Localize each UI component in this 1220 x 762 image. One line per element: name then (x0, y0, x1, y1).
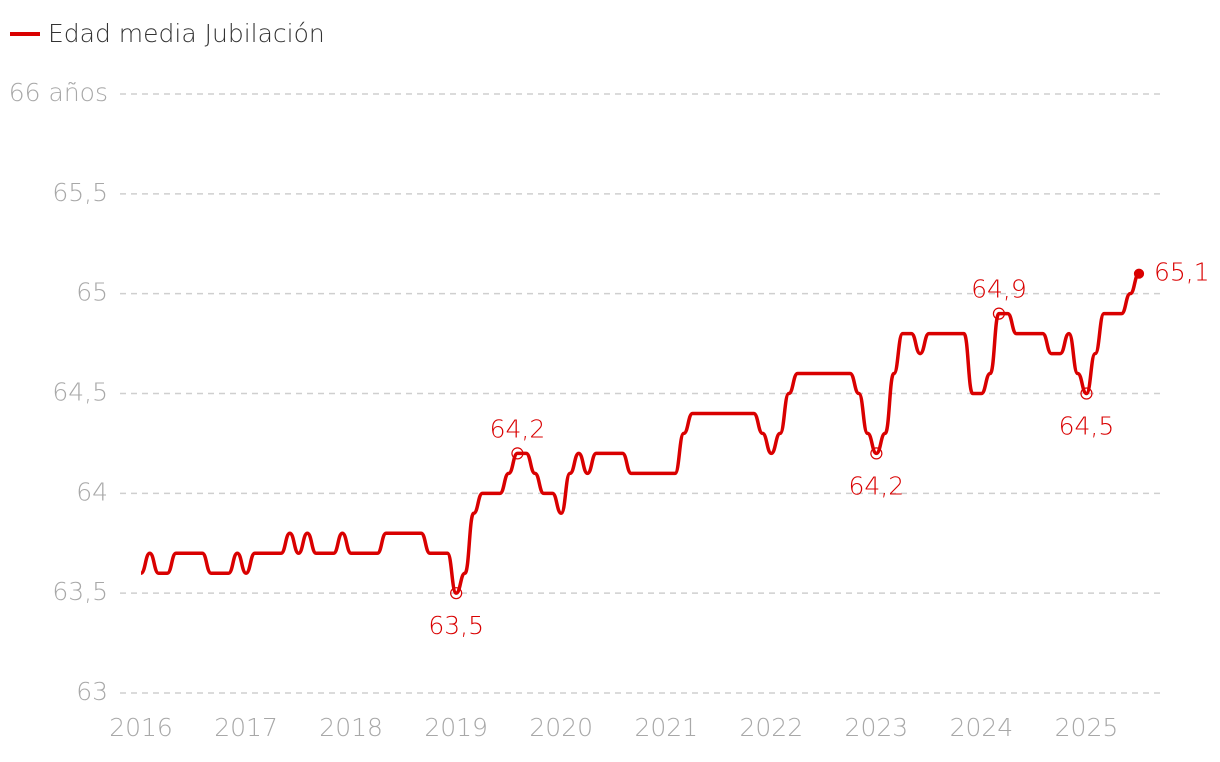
x-tick-label: 2020 (529, 713, 593, 742)
x-tick-label: 2017 (214, 713, 278, 742)
line (140, 271, 1140, 595)
x-tick-label: 2019 (424, 713, 488, 742)
x-tick-label: 2022 (740, 713, 804, 742)
value-label: 64,2 (849, 471, 905, 500)
y-tick-label: 65,5 (52, 178, 108, 207)
value-label: 64,9 (971, 275, 1027, 304)
annotated-point (870, 447, 883, 460)
x-tick-label: 2018 (319, 713, 383, 742)
annotated-point (1080, 387, 1093, 400)
y-tick-label: 64 (76, 477, 108, 506)
y-tick-label: 63,5 (52, 577, 108, 606)
annotated-point (992, 307, 1006, 320)
end-point (1133, 268, 1145, 279)
y-tick-label: 64,5 (52, 378, 108, 407)
value-label: 64,5 (1059, 412, 1115, 441)
y-tick-label: 65 (76, 278, 108, 307)
value-label: 64,2 (490, 414, 546, 443)
y-tick-label: 63 (76, 677, 108, 706)
value-label: 65,1 (1154, 258, 1210, 287)
x-tick-label: 2021 (634, 713, 698, 742)
annotated-point (450, 587, 463, 600)
x-tick-label: 2023 (845, 713, 909, 742)
x-tick-label: 2024 (950, 713, 1014, 742)
x-tick-label: 2016 (109, 713, 173, 742)
value-label: 63,5 (428, 611, 484, 640)
y-tick-label: 66 años (9, 78, 108, 107)
annotated-point (511, 447, 524, 460)
legend-label: Edad media Jubilación (48, 19, 325, 48)
x-tick-label: 2025 (1055, 713, 1119, 742)
